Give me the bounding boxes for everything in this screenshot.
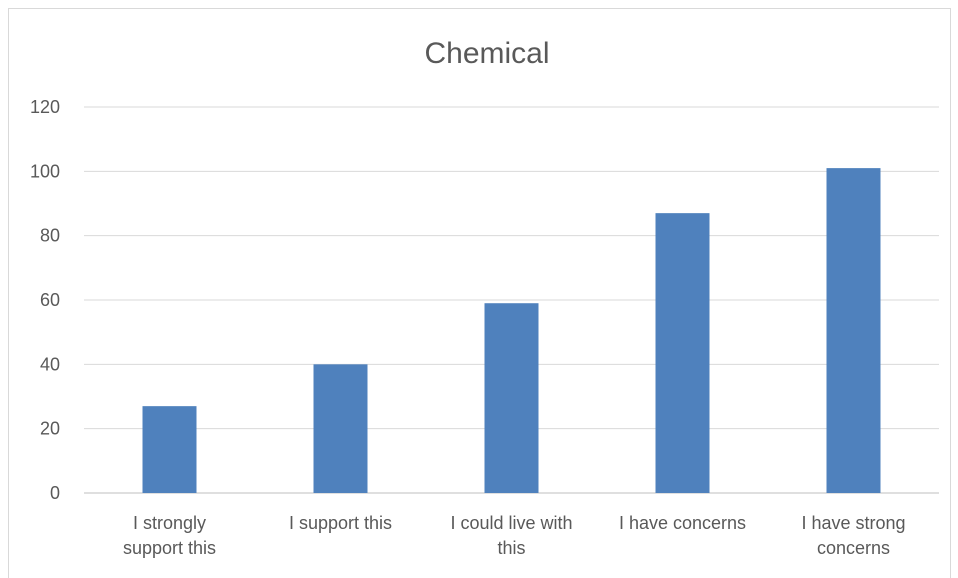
y-axis-tick-labels: 0 20 40 60 80 100 120	[30, 97, 60, 503]
x-tick-label-1: I strongly support this	[123, 513, 216, 558]
y-tick-label-120: 120	[30, 97, 60, 117]
y-tick-label-40: 40	[40, 354, 60, 374]
x-tick-label-3: I could live with this	[450, 513, 572, 558]
x-tick-label-4: I have concerns	[619, 513, 746, 533]
y-tick-label-0: 0	[50, 483, 60, 503]
bar-4	[655, 213, 710, 493]
chart-title: Chemical	[424, 37, 549, 70]
y-tick-label-100: 100	[30, 161, 60, 181]
y-tick-label-60: 60	[40, 290, 60, 310]
bar-2	[313, 364, 368, 493]
y-tick-label-20: 20	[40, 419, 60, 439]
bar-3	[484, 303, 539, 493]
bar-5	[826, 168, 881, 493]
bar-1	[142, 406, 197, 493]
y-tick-label-80: 80	[40, 226, 60, 246]
bars	[142, 168, 881, 493]
x-tick-label-5: I have strong concerns	[801, 513, 905, 558]
x-axis-tick-labels: I strongly support this I support this I co…	[123, 513, 906, 558]
x-tick-label-2: I support this	[289, 513, 392, 533]
